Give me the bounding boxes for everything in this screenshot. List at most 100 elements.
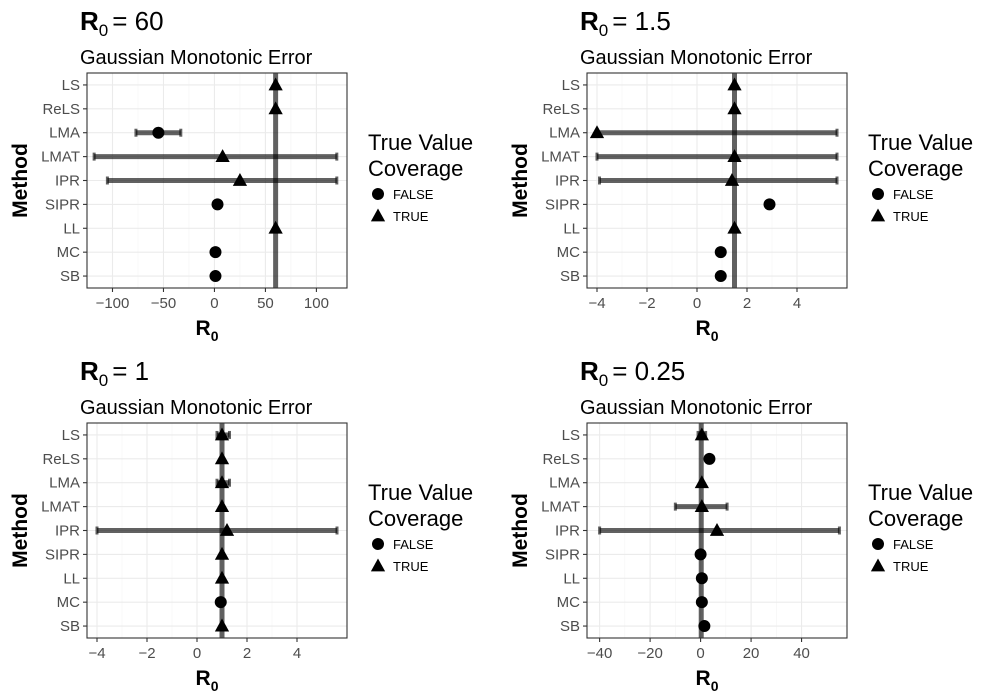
marker-triangle (727, 101, 742, 115)
y-tick-label: LL (63, 570, 80, 587)
panel-title-symbol: R (580, 6, 599, 36)
point-rels (727, 101, 742, 115)
legend-title-line2: Coverage (868, 506, 963, 531)
x-tick-label: −2 (638, 295, 655, 312)
y-tick-label: LMA (549, 125, 580, 142)
point-ls (727, 77, 742, 91)
point-ll (214, 570, 230, 584)
y-axis-title: Method (9, 493, 32, 568)
y-tick-label: ReLS (542, 101, 580, 118)
panel-title-symbol: R (80, 6, 99, 36)
y-tick-label: IPR (55, 173, 80, 190)
x-axis-title-subscript: 0 (711, 678, 719, 694)
x-tick-label: 50 (257, 295, 274, 312)
marker-circle (694, 548, 707, 561)
x-tick-label: 100 (304, 295, 329, 312)
panel-title-subscript: 0 (99, 371, 108, 390)
legend-title-line1: True Value (368, 130, 473, 155)
legend-title-line2: Coverage (368, 506, 463, 531)
y-tick-label: IPR (55, 523, 80, 540)
point-sipr (763, 198, 776, 211)
marker-triangle (219, 523, 235, 536)
point-mc (214, 596, 227, 609)
x-axis-title-subscript: 0 (711, 328, 719, 344)
y-tick-label: LMAT (541, 149, 580, 166)
marker-circle (209, 246, 222, 259)
point-ll (695, 572, 708, 585)
y-axis-title: Method (509, 143, 532, 218)
legend-item-label: TRUE (893, 209, 929, 224)
panel-subtitle: Gaussian Monotonic Error (80, 47, 313, 69)
x-axis-title-symbol: R (696, 317, 711, 340)
marker-circle (695, 596, 708, 609)
marker-triangle (214, 499, 230, 513)
x-tick-label: −50 (151, 295, 176, 312)
point-ipr (598, 173, 839, 186)
legend-key-circle (372, 188, 384, 200)
x-axis-title: R0 (196, 667, 219, 694)
legend-key-triangle (370, 558, 386, 572)
marker-circle (211, 198, 224, 211)
y-tick-label: LMA (549, 475, 580, 492)
panel-title-subscript: 0 (599, 21, 608, 40)
point-lma (589, 125, 839, 139)
point-ls (214, 427, 231, 441)
marker-triangle (694, 427, 709, 441)
marker-triangle (214, 451, 230, 465)
panel-subtitle: Gaussian Monotonic Error (580, 397, 813, 419)
point-sb (209, 270, 222, 283)
panel-title-subscript: 0 (99, 21, 108, 40)
x-tick-label: −4 (88, 645, 105, 662)
legend-key-circle (372, 538, 384, 550)
legend-title-line2: Coverage (868, 156, 963, 181)
point-lma (694, 475, 709, 489)
marker-circle (763, 198, 776, 211)
marker-triangle (214, 427, 230, 441)
marker-triangle (268, 77, 283, 91)
panel-title-symbol: R (580, 356, 599, 386)
x-tick-label: 0 (696, 645, 704, 662)
x-tick-label: 2 (243, 645, 251, 662)
point-sipr (211, 198, 224, 211)
marker-triangle (727, 77, 742, 91)
point-ll (727, 220, 742, 234)
y-tick-label: LMA (49, 475, 80, 492)
marker-triangle (694, 475, 709, 489)
legend-key-triangle (870, 208, 886, 222)
point-mc (209, 246, 222, 259)
legend-item-label: TRUE (893, 559, 929, 574)
x-tick-label: 0 (193, 645, 201, 662)
y-tick-label: MC (57, 244, 80, 261)
point-lma (134, 126, 183, 139)
y-tick-label: MC (57, 594, 80, 611)
y-tick-label: SIPR (545, 196, 580, 213)
legend-item-label: FALSE (893, 537, 934, 552)
y-axis-title: Method (509, 493, 532, 568)
point-sipr (694, 548, 707, 561)
legend-item-label: FALSE (393, 187, 434, 202)
panel-title-symbol: R (80, 356, 99, 386)
panel-title-value: = 60 (112, 6, 163, 36)
x-tick-label: 40 (793, 645, 810, 662)
marker-triangle (232, 173, 248, 186)
y-tick-label: ReLS (542, 451, 580, 468)
x-axis-title: R0 (696, 317, 719, 344)
point-sb (698, 620, 711, 633)
marker-circle (214, 596, 227, 609)
y-tick-label: IPR (555, 523, 580, 540)
point-sb (214, 618, 230, 632)
point-sb (714, 270, 727, 283)
y-tick-label: LL (563, 570, 580, 587)
panel-title-subscript: 0 (599, 371, 608, 390)
legend-item-label: FALSE (393, 537, 434, 552)
x-tick-label: 4 (293, 645, 301, 662)
y-tick-label: LMAT (541, 499, 580, 516)
marker-circle (152, 126, 165, 139)
y-tick-label: MC (557, 244, 580, 261)
